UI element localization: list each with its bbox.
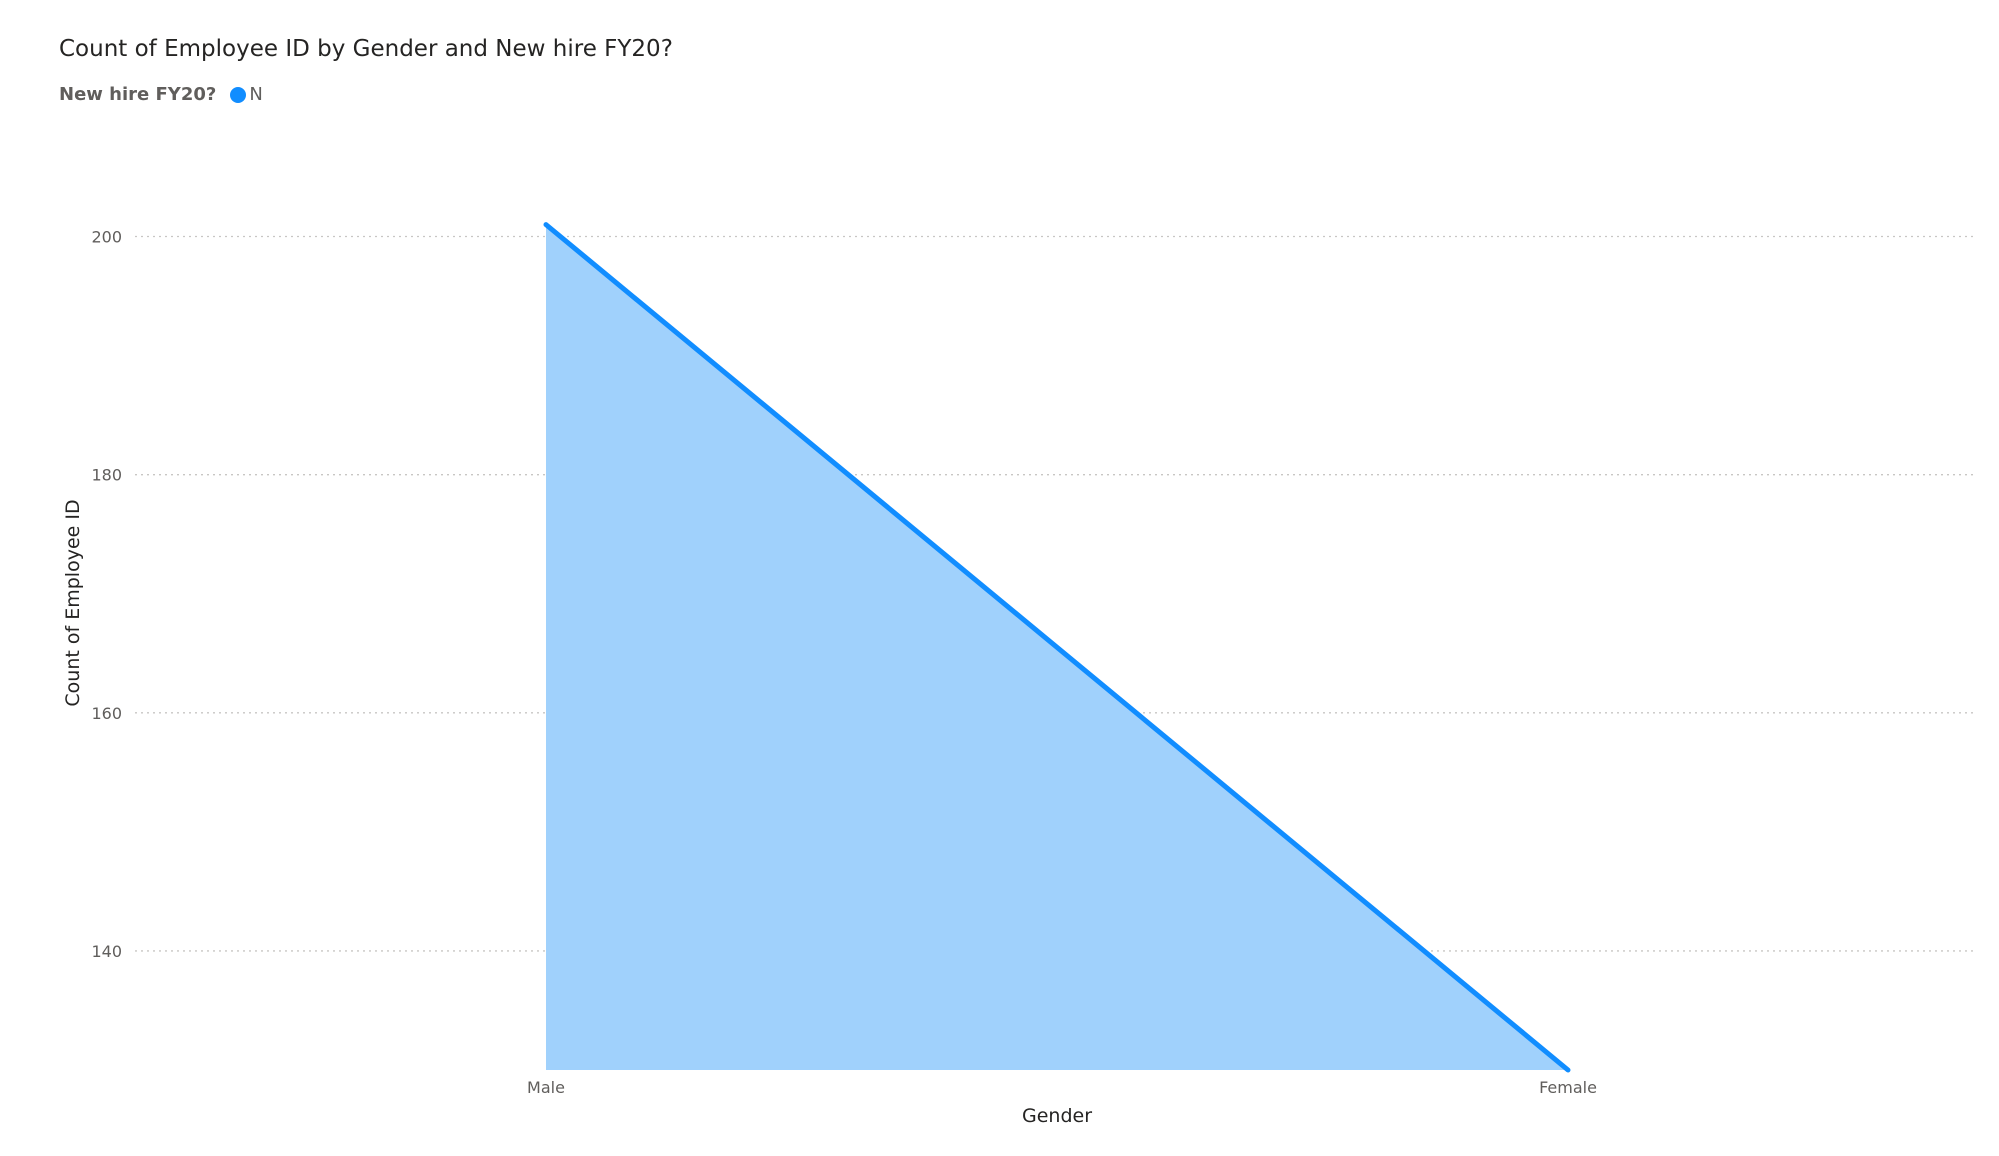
x-tick-label-female: Female (1539, 1078, 1597, 1097)
y-tick-label: 180 (91, 466, 122, 485)
y-tick-label: 200 (91, 228, 122, 247)
y-tick-label: 140 (91, 942, 122, 961)
series-line-N (543, 222, 1571, 1073)
y-tick-label: 160 (91, 704, 122, 723)
legend-label: N (249, 84, 263, 105)
y-axis-title: Count of Employee ID (62, 499, 84, 706)
legend-title: New hire FY20? (59, 84, 217, 105)
legend-marker-icon (230, 86, 247, 103)
x-axis-ticks: Male Female (527, 1078, 1597, 1097)
legend: New hire FY20? N (59, 84, 263, 105)
x-axis-title: Gender (1022, 1105, 1092, 1127)
series-areas (543, 222, 1571, 1073)
chart-title: Count of Employee ID by Gender and New h… (59, 36, 673, 62)
x-tick-label-male: Male (527, 1078, 565, 1097)
y-axis-ticks: 140 160 180 200 (91, 228, 122, 961)
